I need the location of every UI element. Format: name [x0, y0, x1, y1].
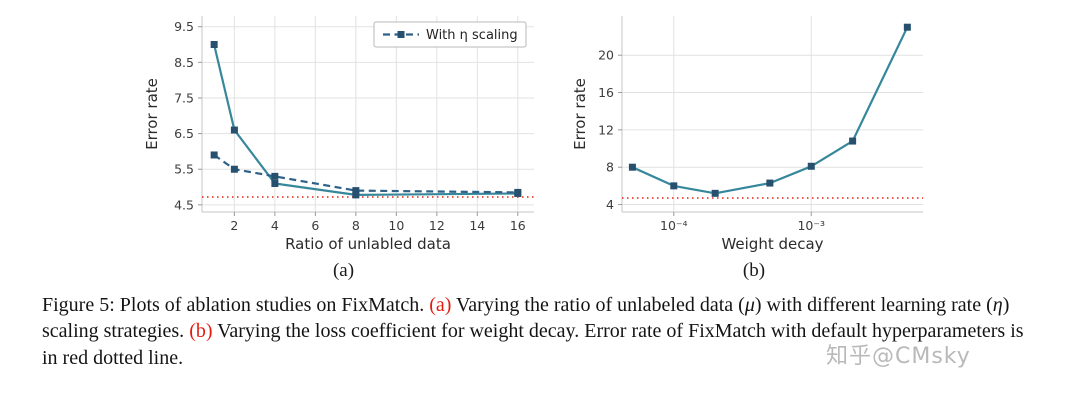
figure-page: 2 4 6 8 10 12 14 16 4.5 5.5 6.5 7.5 8.5 9.5 With η sca… [0, 16, 1080, 371]
svg-text:With η scaling: With η scaling [426, 28, 518, 43]
figure-caption: Figure 5: Plots of ablation studies on F… [42, 292, 1042, 371]
svg-text:9.5: 9.5 [174, 19, 194, 34]
svg-text:Weight decay: Weight decay [721, 235, 823, 253]
svg-text:Error rate: Error rate [572, 78, 589, 150]
subfigure-label-a: (a) [332, 260, 355, 281]
svg-text:4.5: 4.5 [174, 197, 194, 212]
svg-text:12: 12 [598, 122, 614, 137]
svg-text:6: 6 [311, 218, 319, 233]
svg-text:14: 14 [469, 218, 485, 233]
svg-text:Error rate: Error rate [144, 78, 161, 150]
svg-text:20: 20 [598, 48, 614, 63]
chart-a-unlabeled-ratio: 2 4 6 8 10 12 14 16 4.5 5.5 6.5 7.5 8.5 9.5 With η sca… [144, 16, 534, 253]
caption-text: Figure 5: Plots of ablation studies on F… [42, 294, 430, 316]
caption-text: ) with different learning rate ( [754, 294, 993, 316]
caption-text: Varying the loss coefficient for weight … [42, 320, 1024, 369]
svg-text:16: 16 [509, 218, 525, 233]
svg-text:10⁻³: 10⁻³ [797, 218, 825, 233]
caption-text: ) scaling strategies. [42, 294, 1010, 343]
svg-text:8: 8 [351, 218, 359, 233]
svg-text:8.5: 8.5 [174, 55, 194, 70]
svg-text:10⁻⁴: 10⁻⁴ [660, 218, 688, 233]
svg-text:10: 10 [388, 218, 404, 233]
svg-text:5.5: 5.5 [174, 162, 194, 177]
svg-text:4: 4 [270, 218, 278, 233]
subfigure-label-b: (b) [742, 260, 766, 281]
svg-text:Ratio of unlabled data: Ratio of unlabled data [285, 235, 451, 253]
chart-b-weight-decay: 10⁻⁴ 10⁻³ 4 8 12 16 20 Weight decay Error rate [572, 16, 923, 253]
caption-text: μ [744, 294, 755, 316]
svg-text:12: 12 [428, 218, 444, 233]
svg-text:7.5: 7.5 [174, 90, 194, 105]
svg-text:16: 16 [598, 85, 614, 100]
charts-row: 2 4 6 8 10 12 14 16 4.5 5.5 6.5 7.5 8.5 9.5 With η sca… [144, 16, 923, 253]
subfigure-labels: (a) (b) [0, 260, 1080, 282]
svg-text:4: 4 [606, 197, 614, 212]
svg-text:6.5: 6.5 [174, 126, 194, 141]
caption-ref: (b) [189, 320, 213, 343]
caption-ref: (a) [429, 294, 452, 316]
caption-text: η [992, 294, 1003, 316]
svg-text:2: 2 [230, 218, 238, 233]
caption-text: Varying the ratio of unlabeled data ( [451, 294, 745, 316]
svg-text:8: 8 [606, 160, 614, 175]
